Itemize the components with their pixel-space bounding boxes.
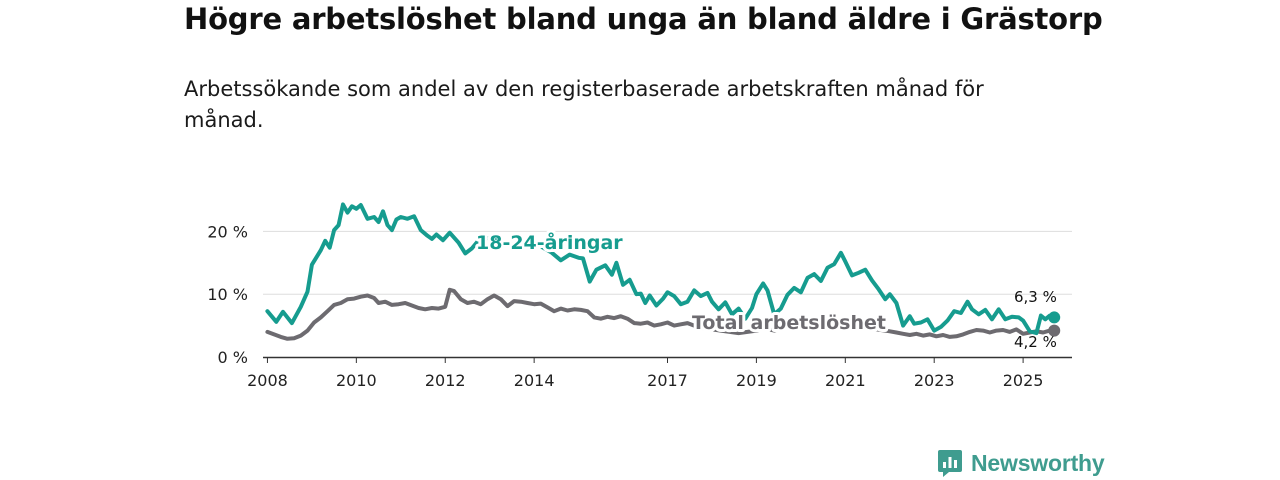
series-label-total: Total arbetslöshet [692, 312, 886, 334]
newsworthy-logo-icon [938, 450, 962, 477]
y-tick-label: 0 % [218, 348, 248, 367]
series-label-youth: 18-24-åringar [476, 230, 623, 254]
y-tick-label: 20 % [207, 222, 248, 241]
y-axis-ticks: 0 % 10 % 20 % [207, 222, 248, 367]
chart-title: Högre arbetslöshet bland unga än bland ä… [184, 2, 1103, 36]
x-tick-label: 2019 [736, 371, 777, 390]
x-tick-label: 2025 [1003, 371, 1044, 390]
end-value-label-youth: 6,3 % [1014, 288, 1057, 306]
x-tick-label: 2008 [247, 371, 288, 390]
end-dot-youth [1048, 311, 1061, 324]
x-tick-label: 2014 [514, 371, 555, 390]
x-tick-label: 2021 [825, 371, 866, 390]
series-labels: 18-24-åringar Total arbetslöshet 6,3 % 4… [473, 227, 1057, 351]
newsworthy-brand: Newsworthy [937, 448, 1105, 478]
series-line-youth [265, 202, 1057, 336]
x-tick-label: 2012 [425, 371, 466, 390]
series-lines [265, 202, 1061, 341]
x-tick-label: 2010 [336, 371, 377, 390]
x-tick-label: 2017 [647, 371, 688, 390]
series-line-total [265, 287, 1057, 341]
brand-name: Newsworthy [971, 449, 1105, 476]
x-tick-label: 2023 [914, 371, 955, 390]
x-axis-ticks: 2008 2010 2012 2014 2017 2019 2021 2023 2025 [247, 357, 1043, 390]
end-value-label-total: 4,2 % [1014, 333, 1057, 351]
y-tick-label: 10 % [207, 285, 248, 304]
end-dot-total [1048, 324, 1061, 337]
chart-subtitle: Arbetssökande som andel av den registerb… [184, 77, 984, 132]
